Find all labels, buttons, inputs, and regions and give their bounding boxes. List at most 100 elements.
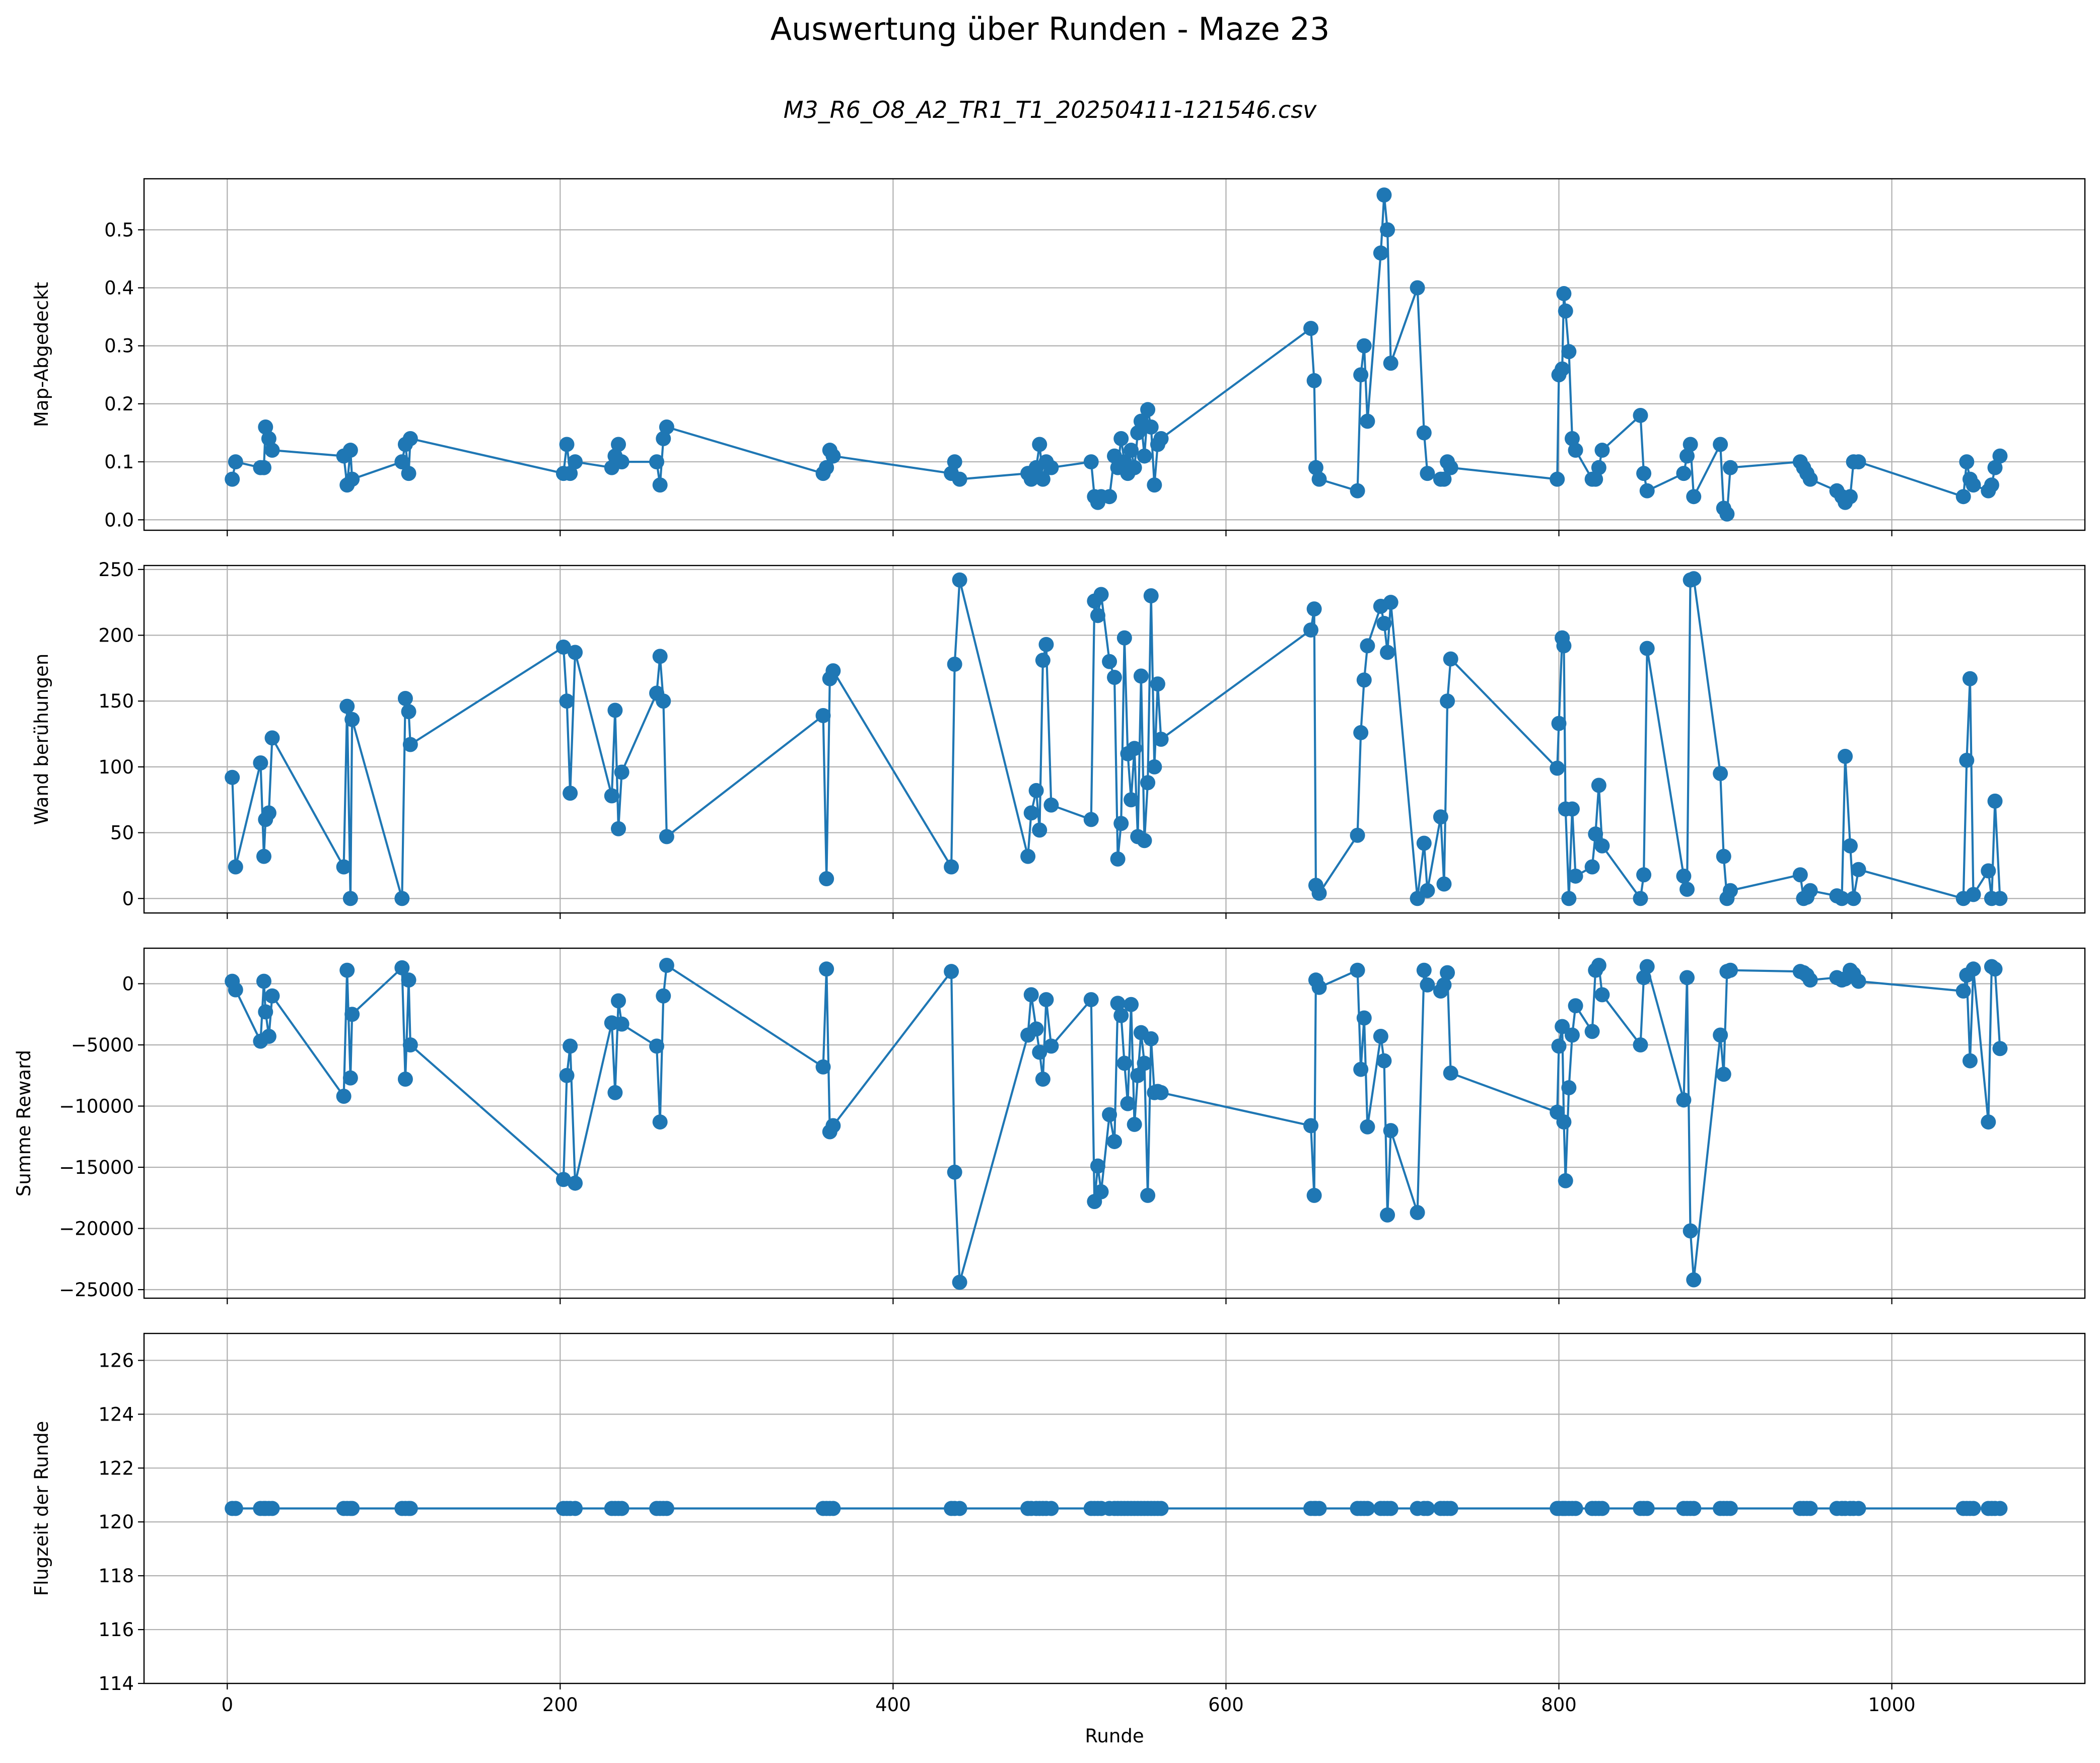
data-point (1120, 1096, 1136, 1111)
data-point (1436, 876, 1452, 892)
data-point (1110, 851, 1126, 867)
y-tick-label: 120 (98, 1511, 134, 1533)
data-point (1083, 992, 1099, 1008)
data-point (1639, 959, 1655, 974)
data-point (1564, 431, 1580, 447)
data-point (1116, 1055, 1132, 1071)
data-point (1556, 1114, 1572, 1130)
data-point (1350, 827, 1365, 843)
data-point (652, 1114, 668, 1130)
data-point (1992, 448, 2008, 464)
data-point (1350, 483, 1365, 499)
data-point (1851, 454, 1866, 470)
y-tick-label: 0 (122, 888, 134, 909)
data-point (1420, 1501, 1435, 1516)
data-point (1561, 344, 1577, 360)
data-point (1440, 965, 1455, 980)
data-point (1686, 1501, 1702, 1516)
data-point (1987, 460, 2003, 475)
data-point (1992, 891, 2008, 906)
data-point (344, 712, 360, 727)
data-point (614, 764, 629, 780)
data-point (1555, 1019, 1570, 1034)
data-point (1380, 222, 1395, 238)
data-point (1550, 760, 1565, 776)
data-point (1722, 883, 1738, 898)
y-tick-label: −10000 (59, 1095, 134, 1117)
data-point (1143, 588, 1159, 604)
data-point (649, 454, 665, 470)
y-tick-label: 114 (98, 1673, 134, 1695)
data-point (342, 443, 358, 458)
y-axis-label: Wand berühungen (31, 654, 52, 825)
y-tick-label: 0 (122, 973, 134, 995)
data-point (394, 891, 410, 906)
data-point (1955, 489, 1971, 505)
data-point (952, 572, 967, 588)
data-point (1719, 506, 1735, 522)
data-point (1153, 1085, 1169, 1100)
data-point (1588, 471, 1603, 487)
data-point (1556, 286, 1572, 302)
data-point (1558, 1173, 1573, 1188)
data-point (1433, 809, 1448, 825)
data-point (815, 1059, 831, 1075)
data-point (1722, 962, 1738, 978)
data-point (1591, 460, 1606, 475)
y-tick-label: 124 (98, 1403, 134, 1425)
data-point (1383, 1501, 1398, 1516)
data-point (1147, 759, 1162, 774)
data-point (402, 431, 418, 447)
data-point (1416, 962, 1432, 978)
data-point (652, 649, 668, 664)
data-point (1966, 477, 1981, 493)
data-point (611, 821, 626, 836)
data-point (1032, 437, 1047, 452)
data-point (1686, 1272, 1702, 1288)
data-point (1594, 987, 1610, 1003)
data-point (1851, 973, 1866, 989)
data-point (1420, 466, 1435, 481)
data-point (1107, 670, 1122, 685)
data-point (1551, 716, 1567, 731)
data-point (1102, 1107, 1117, 1122)
data-point (1713, 1027, 1728, 1043)
data-point (1636, 867, 1652, 883)
data-point (944, 964, 959, 979)
data-point (659, 1501, 674, 1516)
data-point (342, 891, 358, 906)
data-point (952, 471, 967, 487)
data-point (1140, 1187, 1156, 1203)
data-point (1594, 1501, 1610, 1516)
data-point (344, 1501, 360, 1516)
data-point (1113, 1008, 1129, 1023)
data-point (1639, 641, 1655, 656)
data-point (1124, 997, 1139, 1012)
data-point (656, 693, 671, 709)
data-point (228, 1501, 243, 1516)
data-point (258, 419, 273, 435)
data-point (1353, 1062, 1369, 1077)
data-point (401, 972, 416, 988)
data-point (264, 730, 280, 746)
data-point (1842, 489, 1858, 505)
data-point (1551, 1038, 1567, 1054)
data-point (1153, 732, 1169, 747)
data-point (1147, 477, 1162, 493)
data-point (611, 993, 626, 1009)
data-point (1116, 630, 1132, 646)
chart-panel-4: 0 200 400 600 800 1000 114 116 118 120 122 124 126 Fl… (31, 1332, 2086, 1747)
data-point (344, 1007, 360, 1022)
data-point (1353, 367, 1369, 383)
data-point (614, 1501, 629, 1516)
data-point (1556, 638, 1572, 654)
series-line (231, 577, 2001, 900)
data-point (1150, 676, 1165, 692)
data-point (1093, 1184, 1109, 1200)
data-point (559, 693, 575, 709)
data-point (656, 988, 671, 1004)
data-point (1035, 471, 1051, 487)
data-point (1376, 616, 1392, 631)
data-point (1992, 1041, 2008, 1056)
data-point (1020, 849, 1036, 864)
